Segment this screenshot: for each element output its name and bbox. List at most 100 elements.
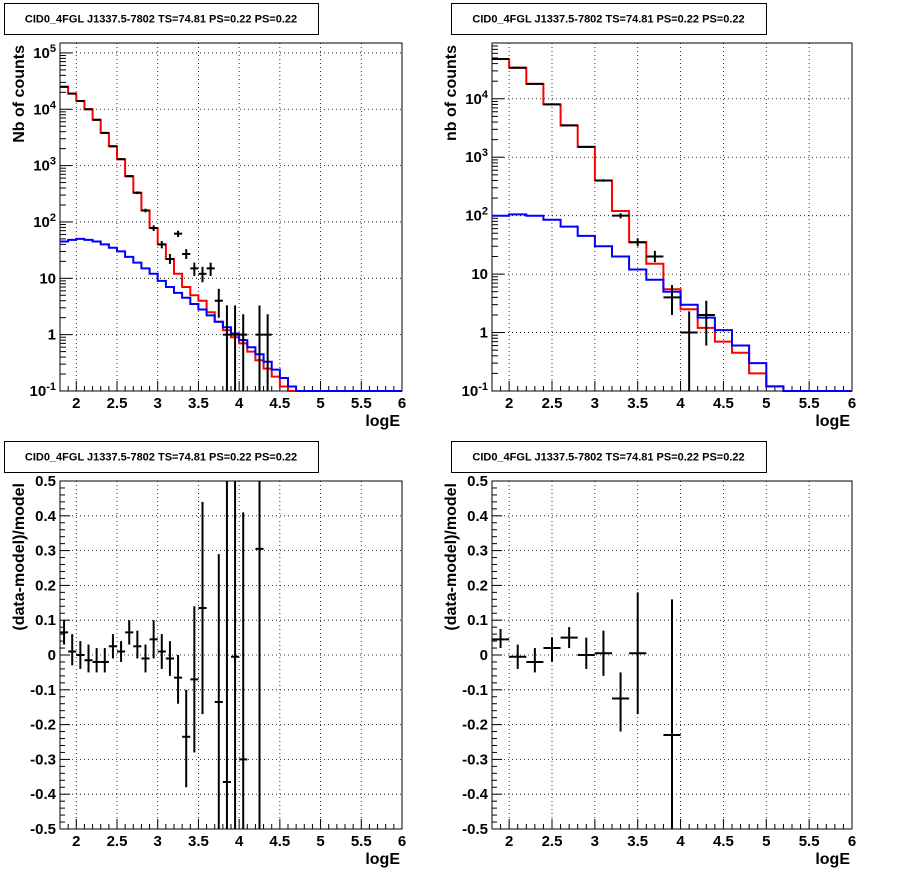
x-tick-label: 6 xyxy=(848,395,856,412)
data-point xyxy=(663,285,681,315)
data-point xyxy=(165,641,174,676)
x-tick-label: 3 xyxy=(591,833,599,850)
data-point xyxy=(174,655,183,704)
data-point xyxy=(255,305,264,391)
x-tick-label: 5.5 xyxy=(351,833,372,850)
plot-frame xyxy=(59,480,403,830)
y-tick-label: -0.3 xyxy=(30,751,56,768)
y-tick-label: 0 xyxy=(480,647,488,664)
x-tick-label: 5 xyxy=(762,395,770,412)
data-point xyxy=(629,592,647,715)
x-tick-label: 3 xyxy=(591,395,599,412)
data-point xyxy=(149,225,158,232)
chart-title-box xyxy=(451,441,767,473)
chart-title: CID0_4FGL J1337.5-7802 TS=74.81 PS=0.22 … xyxy=(25,452,297,464)
y-axis-label: nb of counts xyxy=(443,45,460,141)
y-tick-label: 1 xyxy=(480,325,488,342)
x-tick-label: 4.5 xyxy=(713,395,734,412)
chart-title-box xyxy=(4,3,319,35)
y-tick-label: -0.1 xyxy=(30,682,56,699)
x-tick-label: 4 xyxy=(676,395,685,412)
x-tick-label: 6 xyxy=(398,395,406,412)
x-tick-label: 2.5 xyxy=(542,833,563,850)
x-tick-label: 6 xyxy=(398,833,406,850)
chart-top-right-counts: CID0_4FGL J1337.5-7802 TS=74.81 PS=0.22 … xyxy=(443,3,856,430)
y-tick-label: 0.1 xyxy=(35,612,56,629)
chart-title-box xyxy=(4,441,319,473)
x-tick-label: 3 xyxy=(154,833,162,850)
y-tick-label: -0.2 xyxy=(30,717,56,734)
data-point xyxy=(231,305,240,391)
step-line xyxy=(492,58,852,392)
x-tick-label: 3.5 xyxy=(188,395,209,412)
y-tick-label: 10 xyxy=(471,266,488,283)
y-tick-label: 0.4 xyxy=(467,508,489,525)
step-line xyxy=(60,85,402,392)
x-axis-label: logE xyxy=(815,851,850,868)
data-point xyxy=(577,637,595,669)
data-point xyxy=(255,481,264,829)
data-point xyxy=(697,300,715,346)
x-axis-label: logE xyxy=(815,413,850,430)
series-0 xyxy=(492,592,681,829)
data-point xyxy=(125,620,134,645)
chart-title: CID0_4FGL J1337.5-7802 TS=74.81 PS=0.22 … xyxy=(472,452,744,464)
y-tick-label: 103 xyxy=(33,156,56,175)
data-point xyxy=(149,620,158,659)
y-tick-label: 10-1 xyxy=(30,381,56,400)
y-tick-label: -0.5 xyxy=(30,821,56,838)
data-point xyxy=(214,554,223,829)
y-tick-label: -0.5 xyxy=(462,821,488,838)
data-point xyxy=(117,158,126,161)
x-tick-label: 4.5 xyxy=(713,833,734,850)
x-tick-label: 4 xyxy=(235,395,244,412)
chart-title-box xyxy=(451,3,767,35)
x-tick-label: 2.5 xyxy=(107,395,128,412)
data-point xyxy=(198,501,207,715)
data-point xyxy=(92,118,101,121)
data-point xyxy=(612,672,630,732)
y-tick-label: 0.2 xyxy=(35,577,56,594)
series-0 xyxy=(60,85,402,392)
y-tick-label: 0.3 xyxy=(35,543,56,560)
x-tick-label: 4.5 xyxy=(269,833,290,850)
x-tick-label: 3 xyxy=(154,395,162,412)
x-tick-label: 4 xyxy=(676,833,685,850)
data-point xyxy=(174,230,183,238)
x-tick-label: 3.5 xyxy=(627,833,648,850)
x-tick-label: 5 xyxy=(316,395,324,412)
y-tick-label: 103 xyxy=(465,147,488,166)
data-point xyxy=(543,637,561,662)
x-tick-label: 2 xyxy=(505,395,513,412)
y-tick-label: 10 xyxy=(39,270,56,287)
y-tick-label: 0.1 xyxy=(467,612,488,629)
data-point xyxy=(594,630,612,676)
y-axis-label: Nb of counts xyxy=(11,45,28,143)
data-point xyxy=(222,481,231,829)
data-point xyxy=(133,191,142,195)
data-point xyxy=(492,628,510,649)
x-tick-label: 5.5 xyxy=(799,833,820,850)
plot-frame xyxy=(491,42,853,392)
series-1 xyxy=(492,213,852,392)
series-1 xyxy=(60,237,402,392)
series-2 xyxy=(492,57,715,391)
data-point xyxy=(190,606,199,753)
data-point xyxy=(222,305,231,391)
data-point xyxy=(133,630,142,659)
y-tick-label: 105 xyxy=(33,43,56,62)
x-tick-label: 5.5 xyxy=(799,395,820,412)
x-tick-label: 3.5 xyxy=(188,833,209,850)
data-point xyxy=(526,648,544,673)
data-point xyxy=(182,689,191,788)
data-point xyxy=(594,179,612,182)
y-tick-label: -0.3 xyxy=(462,751,488,768)
data-point xyxy=(629,238,647,247)
data-point xyxy=(190,262,199,276)
y-axis: -0.5 -0.4 -0.3 -0.2 -0.1 0 0.1 0.2 0.3 0.4 0.5 (dat… xyxy=(11,473,70,838)
data-point xyxy=(76,641,85,669)
